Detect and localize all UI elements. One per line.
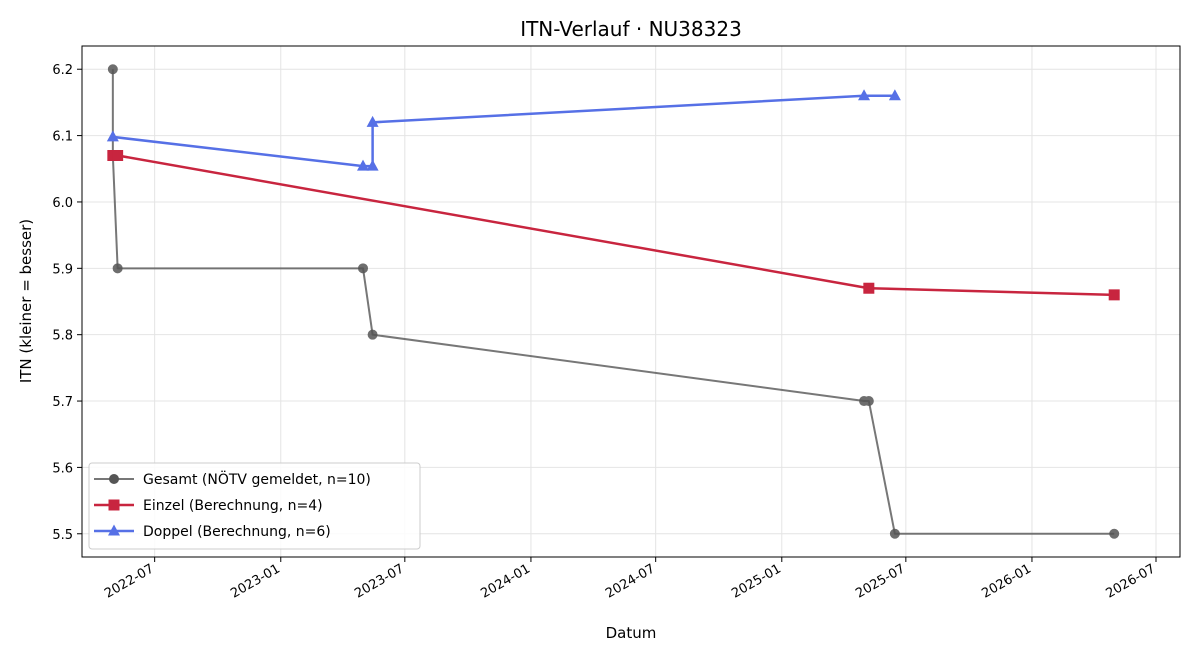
x-tick-label: 2025-01 [729,561,784,601]
y-tick-label: 5.8 [52,329,73,344]
y-tick-label: 6.1 [52,130,73,145]
data-point [1109,528,1120,539]
x-tick-label: 2022-07 [102,561,157,601]
data-point [1108,289,1120,301]
y-axis: 5.5 5.6 5.7 5.8 5.9 6.0 6.1 6.2 [52,63,82,543]
chart-title: ITN-Verlauf · NU38323 [520,17,742,41]
legend-box [88,462,421,550]
y-tick-label: 6.0 [52,196,73,211]
x-axis: 2022-07 2023-01 2023-07 2024-01 2024-07 2025-… [102,557,1158,602]
x-tick-label: 2024-01 [478,561,533,601]
x-tick-label: 2025-07 [853,561,908,601]
plot-frame [81,45,1181,558]
data-point [366,115,379,127]
series-markers [106,89,901,171]
y-axis-title: ITN (kleiner = besser) [17,219,35,383]
x-tick-label: 2023-01 [228,561,283,601]
data-point [107,64,118,75]
data-point [863,396,874,407]
legend-marker [108,524,120,536]
x-tick-label: 2026-07 [1103,561,1158,601]
data-point [358,263,369,274]
y-tick-label: 6.2 [52,63,73,78]
legend: Gesamt (NÖTV gemeldet, n=10) Einzel (Bere… [88,462,421,550]
y-tick-label: 5.6 [52,461,73,476]
data-point [112,263,123,274]
data-point [112,150,124,161]
y-tick-label: 5.9 [52,262,73,277]
data-point [888,89,901,101]
data-point [357,159,370,171]
data-point [858,89,871,101]
x-axis-title: Datum [606,624,657,642]
series-line [112,94,895,168]
series-3 [106,89,901,171]
y-tick-label: 5.5 [52,528,73,543]
data-point [367,329,378,340]
x-tick-label: 2026-01 [979,561,1034,601]
legend-label: Einzel (Berechnung, n=4) [143,498,323,514]
x-tick-label: 2023-07 [352,561,407,601]
y-tick-label: 5.7 [52,395,73,410]
data-point [106,130,119,142]
series-markers [107,150,1120,301]
legend-marker [108,499,120,511]
series-2 [107,150,1120,301]
data-point [366,159,379,171]
legend-label: Doppel (Berechnung, n=6) [143,524,331,540]
legend-marker [109,474,119,484]
series-layer [106,64,1120,539]
data-point [889,528,900,539]
data-point [863,282,875,294]
series-line [112,154,1115,297]
legend-label: Gesamt (NÖTV gemeldet, n=10) [143,470,371,488]
x-tick-label: 2024-07 [603,561,658,601]
